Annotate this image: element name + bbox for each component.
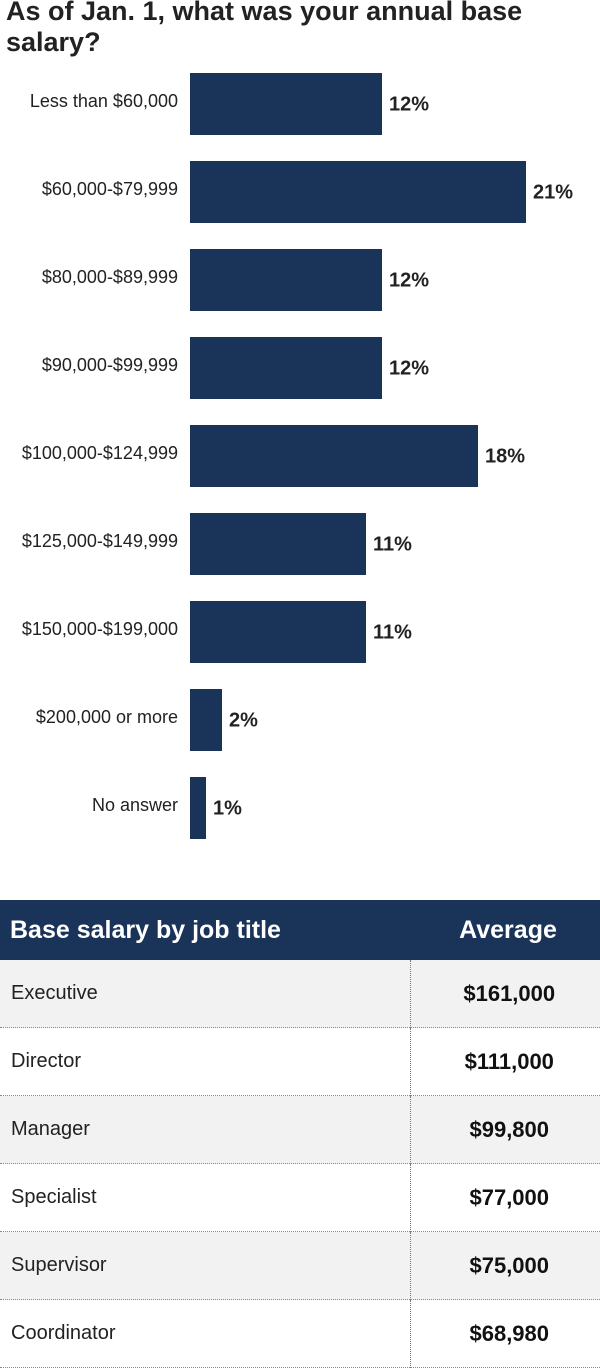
value-label: 12% — [389, 357, 429, 379]
table-header-row: Base salary by job title Average — [0, 900, 600, 960]
salary-bar-chart: Less than $60,000 12% $60,000-$79,999 21% $8… — [22, 73, 573, 839]
job-title-cell: Coordinator — [11, 1322, 116, 1344]
bar-7 — [190, 689, 222, 751]
job-title-cell: Manager — [11, 1118, 90, 1140]
category-label: $200,000 or more — [36, 707, 178, 727]
header-average: Average — [410, 900, 600, 960]
table-row: Executive $161,000 — [0, 960, 600, 1028]
category-label: $150,000-$199,000 — [22, 619, 178, 639]
job-title-cell: Specialist — [11, 1186, 97, 1208]
value-label: 18% — [485, 445, 525, 467]
average-cell: $99,800 — [409, 1095, 600, 1164]
category-label: $60,000-$79,999 — [42, 179, 178, 199]
bar-6 — [190, 601, 366, 663]
value-label: 12% — [389, 269, 429, 291]
average-cell: $161,000 — [409, 960, 600, 1028]
chart-title: As of Jan. 1, what was your annual base … — [6, 0, 523, 57]
value-label: 2% — [229, 709, 258, 731]
category-label: $100,000-$124,999 — [22, 443, 178, 463]
bar-2 — [190, 249, 382, 311]
salary-by-title-table: Base salary by job title Average Executi… — [0, 900, 600, 1368]
table-row: Specialist $77,000 — [0, 1163, 600, 1232]
table-row: Supervisor $75,000 — [0, 1231, 600, 1300]
bar-1 — [190, 161, 526, 223]
bar-5 — [190, 513, 366, 575]
job-title-cell: Supervisor — [11, 1254, 107, 1276]
job-title-cell: Director — [11, 1050, 82, 1072]
bar-4 — [190, 425, 478, 487]
value-label: 11% — [373, 621, 412, 643]
table-row: Director $111,000 — [0, 1027, 600, 1096]
bar-3 — [190, 337, 382, 399]
value-label: 21% — [533, 181, 573, 203]
category-label: $90,000-$99,999 — [42, 355, 178, 375]
value-label: 12% — [389, 93, 429, 115]
bar-8 — [190, 777, 206, 839]
average-cell: $111,000 — [409, 1027, 600, 1096]
header-job-title: Base salary by job title — [0, 900, 410, 960]
average-cell: $68,980 — [409, 1299, 600, 1368]
table-row: Manager $99,800 — [0, 1095, 600, 1164]
value-label: 11% — [373, 533, 412, 555]
category-label: $80,000-$89,999 — [42, 267, 178, 287]
average-cell: $75,000 — [409, 1231, 600, 1300]
table-row: Coordinator $68,980 — [0, 1299, 600, 1368]
category-label: $125,000-$149,999 — [22, 531, 178, 551]
value-label: 1% — [213, 797, 242, 819]
job-title-cell: Executive — [11, 982, 98, 1004]
category-label: No answer — [92, 795, 178, 815]
category-label: Less than $60,000 — [30, 91, 178, 111]
average-cell: $77,000 — [409, 1163, 600, 1232]
bar-0 — [190, 73, 382, 135]
